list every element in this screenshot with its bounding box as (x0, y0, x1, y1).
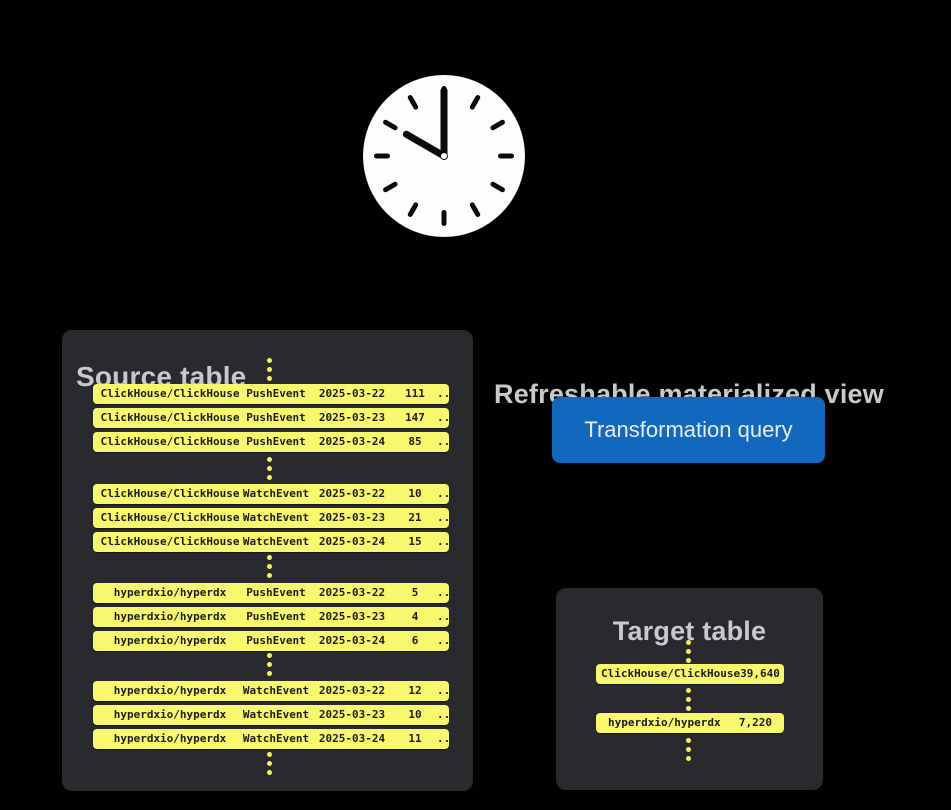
row-event: WatchEvent (242, 487, 310, 500)
row-count: 6 (411, 634, 419, 647)
row-repo: ClickHouse/ClickHouse (100, 387, 240, 400)
row-ellipsis: ... (437, 511, 457, 524)
source-table-panel: Source table ClickHouse/ClickHouse PushE… (62, 330, 473, 791)
table-row: ClickHouse/ClickHouse PushEvent 2025-03-… (93, 408, 457, 428)
vertical-ellipsis-icon (267, 555, 272, 578)
row-repo: hyperdxio/hyperdx (608, 716, 721, 729)
clock-minute-hand (440, 87, 448, 160)
row-count: 4 (411, 610, 419, 623)
row-ellipsis: ... (437, 387, 457, 400)
row-repo: ClickHouse/ClickHouse (100, 487, 240, 500)
vertical-ellipsis-icon (686, 640, 691, 663)
row-repo: hyperdxio/hyperdx (113, 610, 227, 623)
table-row: ClickHouse/ClickHouse WatchEvent 2025-03… (93, 484, 457, 504)
row-date: 2025-03-22 (318, 684, 386, 697)
table-row: hyperdxio/hyperdx WatchEvent 2025-03-24 … (93, 729, 457, 749)
row-ellipsis: ... (437, 708, 457, 721)
table-row: hyperdxio/hyperdx 7,220 (596, 713, 784, 733)
row-count: 147 (405, 411, 425, 424)
table-row: ClickHouse/ClickHouse WatchEvent 2025-03… (93, 532, 457, 552)
row-event: WatchEvent (242, 535, 310, 548)
row-date: 2025-03-23 (318, 411, 386, 424)
row-event: WatchEvent (242, 684, 310, 697)
row-event: PushEvent (246, 387, 306, 400)
table-row: ClickHouse/ClickHouse 39,640 (596, 664, 784, 684)
row-ellipsis: ... (437, 411, 457, 424)
row-event: PushEvent (246, 411, 306, 424)
row-repo: ClickHouse/ClickHouse (100, 435, 240, 448)
row-repo: hyperdxio/hyperdx (113, 684, 227, 697)
row-event: WatchEvent (242, 708, 310, 721)
source-row-group: hyperdxio/hyperdx PushEvent 2025-03-22 5… (93, 583, 457, 651)
row-count: 11 (408, 732, 422, 745)
row-event: PushEvent (246, 586, 306, 599)
vertical-ellipsis-icon (686, 688, 691, 711)
row-repo: ClickHouse/ClickHouse (601, 667, 741, 680)
row-ellipsis: ... (437, 634, 457, 647)
source-row-group: ClickHouse/ClickHouse PushEvent 2025-03-… (93, 384, 457, 452)
row-count: 21 (408, 511, 422, 524)
transformation-query-label: Transformation query (584, 417, 793, 442)
row-count: 10 (408, 487, 422, 500)
table-row: ClickHouse/ClickHouse PushEvent 2025-03-… (93, 432, 457, 452)
transformation-query-box: Transformation query (552, 397, 825, 463)
source-row-group: ClickHouse/ClickHouse WatchEvent 2025-03… (93, 484, 457, 552)
row-date: 2025-03-22 (318, 387, 386, 400)
row-ellipsis: ... (437, 610, 457, 623)
vertical-ellipsis-icon (267, 358, 272, 381)
vertical-ellipsis-icon (267, 457, 272, 480)
row-repo: ClickHouse/ClickHouse (100, 511, 240, 524)
row-count: 7,220 (738, 716, 772, 729)
table-row: hyperdxio/hyperdx PushEvent 2025-03-22 5… (93, 583, 457, 603)
target-table-panel: Target table ClickHouse/ClickHouse 39,64… (556, 588, 823, 790)
row-date: 2025-03-23 (318, 610, 386, 623)
row-repo: hyperdxio/hyperdx (113, 708, 227, 721)
row-count: 85 (408, 435, 422, 448)
table-row: hyperdxio/hyperdx WatchEvent 2025-03-22 … (93, 681, 457, 701)
row-repo: hyperdxio/hyperdx (113, 732, 227, 745)
table-row: ClickHouse/ClickHouse PushEvent 2025-03-… (93, 384, 457, 404)
row-count: 5 (411, 586, 419, 599)
row-count: 15 (408, 535, 422, 548)
source-row-group: hyperdxio/hyperdx WatchEvent 2025-03-22 … (93, 681, 457, 749)
row-repo: hyperdxio/hyperdx (113, 586, 227, 599)
row-event: PushEvent (246, 634, 306, 647)
table-row: hyperdxio/hyperdx WatchEvent 2025-03-23 … (93, 705, 457, 725)
row-date: 2025-03-22 (318, 487, 386, 500)
vertical-ellipsis-icon (267, 752, 272, 775)
row-ellipsis: ... (437, 732, 457, 745)
row-count: 12 (408, 684, 422, 697)
row-count: 39,640 (740, 667, 780, 680)
row-ellipsis: ... (437, 535, 457, 548)
row-event: WatchEvent (242, 732, 310, 745)
row-date: 2025-03-24 (318, 435, 386, 448)
row-date: 2025-03-23 (318, 511, 386, 524)
row-date: 2025-03-22 (318, 586, 386, 599)
row-date: 2025-03-24 (318, 535, 386, 548)
row-date: 2025-03-24 (318, 634, 386, 647)
clock-icon (363, 75, 525, 237)
table-row: hyperdxio/hyperdx PushEvent 2025-03-23 4… (93, 607, 457, 627)
row-ellipsis: ... (437, 586, 457, 599)
table-row: ClickHouse/ClickHouse WatchEvent 2025-03… (93, 508, 457, 528)
row-repo: ClickHouse/ClickHouse (100, 411, 240, 424)
row-count: 10 (408, 708, 422, 721)
table-row: hyperdxio/hyperdx PushEvent 2025-03-24 6… (93, 631, 457, 651)
row-ellipsis: ... (437, 487, 457, 500)
row-count: 111 (405, 387, 425, 400)
row-event: PushEvent (246, 435, 306, 448)
clock-hour-hand (402, 130, 448, 160)
row-repo: ClickHouse/ClickHouse (100, 535, 240, 548)
vertical-ellipsis-icon (686, 738, 691, 761)
row-repo: hyperdxio/hyperdx (113, 634, 227, 647)
vertical-ellipsis-icon (267, 653, 272, 676)
row-ellipsis: ... (437, 435, 457, 448)
row-event: PushEvent (246, 610, 306, 623)
row-date: 2025-03-23 (318, 708, 386, 721)
row-ellipsis: ... (437, 684, 457, 697)
row-date: 2025-03-24 (318, 732, 386, 745)
row-event: WatchEvent (242, 511, 310, 524)
